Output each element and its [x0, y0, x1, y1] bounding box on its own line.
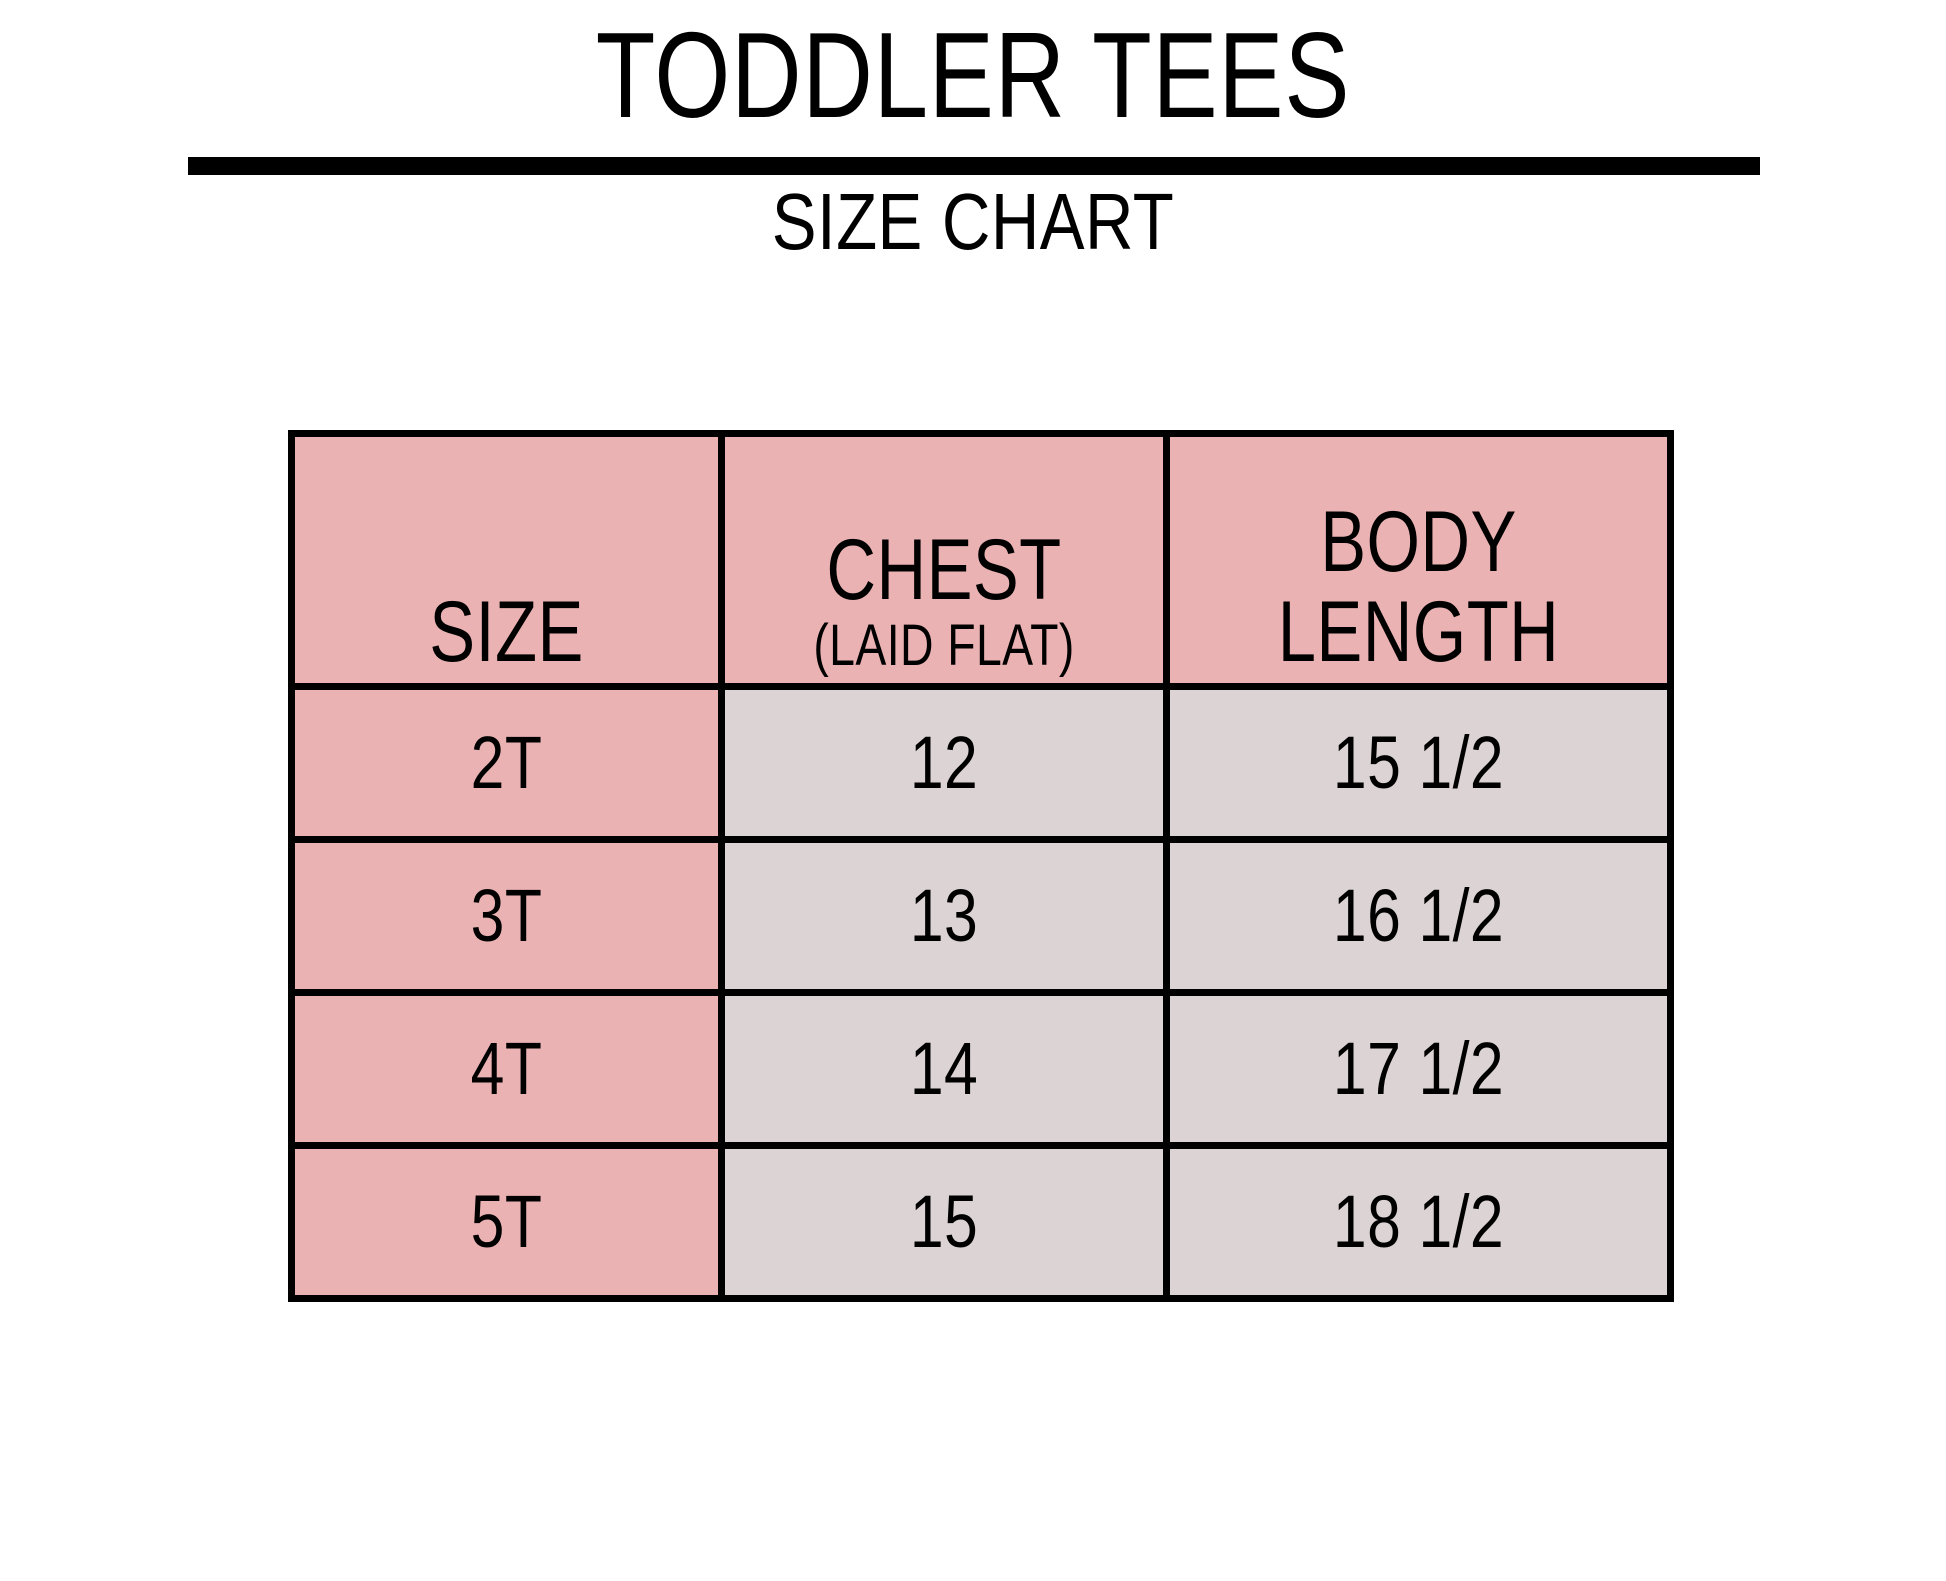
cell-body-length: 15 1/2 — [1163, 683, 1674, 843]
cell-body-length-value: 18 1/2 — [1332, 1180, 1505, 1263]
table-row: 5T 15 18 1/2 — [288, 1142, 1674, 1302]
cell-chest-value: 15 — [909, 1180, 979, 1263]
cell-chest: 14 — [718, 989, 1170, 1149]
cell-size-value: 2T — [470, 721, 543, 804]
cell-size: 5T — [288, 1142, 725, 1302]
page-title: TODDLER TEES — [595, 7, 1351, 143]
cell-body-length: 18 1/2 — [1163, 1142, 1674, 1302]
cell-body-length: 17 1/2 — [1163, 989, 1674, 1149]
table-header-row: SIZE CHEST (LAID FLAT) BODY LENGTH — [288, 430, 1674, 690]
cell-body-length-value: 15 1/2 — [1332, 721, 1505, 804]
table-row: 2T 12 15 1/2 — [288, 683, 1674, 843]
cell-chest: 13 — [718, 836, 1170, 996]
cell-body-length: 16 1/2 — [1163, 836, 1674, 996]
page-subtitle: SIZE CHART — [771, 177, 1175, 266]
cell-body-length-value: 16 1/2 — [1332, 874, 1505, 957]
cell-chest-value: 14 — [909, 1027, 979, 1110]
column-header-chest-sub: (LAID FLAT) — [813, 613, 1075, 678]
title-divider-rule — [188, 157, 1760, 175]
column-header-body-length-inner: BODY LENGTH — [1220, 497, 1618, 677]
cell-chest: 12 — [718, 683, 1170, 843]
column-header-chest: CHEST (LAID FLAT) — [718, 430, 1170, 690]
cell-size: 3T — [288, 836, 725, 996]
cell-chest: 15 — [718, 1142, 1170, 1302]
column-header-body-length-main: BODY — [1320, 494, 1517, 590]
column-header-size-inner: SIZE — [337, 587, 675, 677]
cell-size: 2T — [288, 683, 725, 843]
size-chart-table-wrapper: SIZE CHEST (LAID FLAT) BODY LENGTH — [288, 430, 1674, 1302]
column-header-size: SIZE — [288, 430, 725, 690]
cell-chest-value: 13 — [909, 874, 979, 957]
column-header-chest-main: CHEST — [826, 522, 1062, 618]
cell-chest-value: 12 — [909, 721, 979, 804]
column-header-chest-inner: CHEST (LAID FLAT) — [769, 525, 1119, 677]
size-chart-table: SIZE CHEST (LAID FLAT) BODY LENGTH — [288, 430, 1674, 1302]
table-header: SIZE CHEST (LAID FLAT) BODY LENGTH — [288, 430, 1674, 690]
table-row: 3T 13 16 1/2 — [288, 836, 1674, 996]
column-header-size-main: SIZE — [429, 584, 584, 680]
cell-body-length-value: 17 1/2 — [1332, 1027, 1505, 1110]
cell-size-value: 5T — [470, 1180, 543, 1263]
table-body: 2T 12 15 1/2 3T 13 — [288, 683, 1674, 1302]
table-row: 4T 14 17 1/2 — [288, 989, 1674, 1149]
title-block: TODDLER TEES SIZE CHART — [0, 0, 1946, 262]
cell-size-value: 3T — [470, 874, 543, 957]
cell-size: 4T — [288, 989, 725, 1149]
column-header-body-length: BODY LENGTH — [1163, 430, 1674, 690]
column-header-body-length-sub: LENGTH — [1277, 584, 1560, 680]
cell-size-value: 4T — [470, 1027, 543, 1110]
